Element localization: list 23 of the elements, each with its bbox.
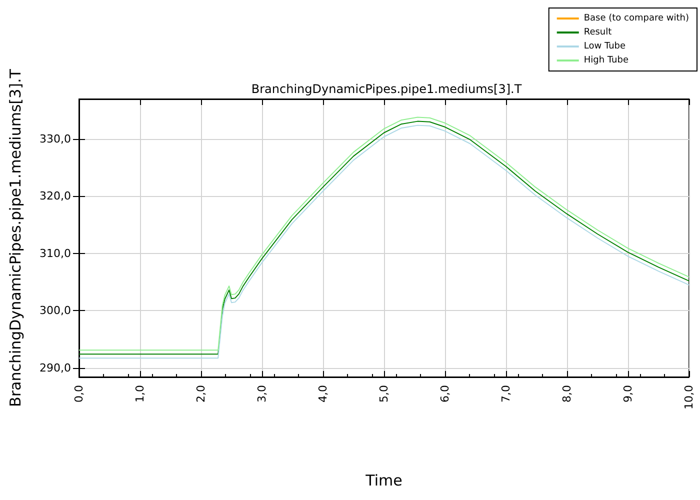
x-tick-label: 5,0 [378,385,390,402]
y-axis-title: BranchingDynamicPipes.pipe1.mediums[3].T [6,68,24,407]
legend-label: Base (to compare with) [584,14,689,24]
y-tick-label: 310,0 [40,246,71,260]
x-tick-label: 7,0 [500,385,512,402]
x-tick-label: 8,0 [560,385,574,402]
legend-label: Result [584,28,612,38]
legend-label: Low Tube [584,42,626,52]
y-tick-label: 330,0 [40,132,71,146]
x-tick-label: 4,0 [316,385,330,402]
y-tick-label: 290,0 [40,361,71,374]
x-tick-label: 9,0 [622,385,634,402]
x-tick-label: 6,0 [438,385,452,402]
x-tick-label: 3,0 [256,385,268,402]
x-tick-label: 1,0 [134,385,146,402]
x-tick-label: 2,0 [194,385,208,402]
x-tick-label: 10,0 [682,385,696,410]
y-tick-label: 300,0 [40,304,71,318]
chart-title: BranchingDynamicPipes.pipe1.mediums[3].T [251,82,522,96]
legend-label: High Tube [584,56,629,66]
y-tick-label: 320,0 [40,190,71,203]
x-axis-title: Time [364,472,402,490]
x-tick-label: 0,0 [72,385,86,402]
